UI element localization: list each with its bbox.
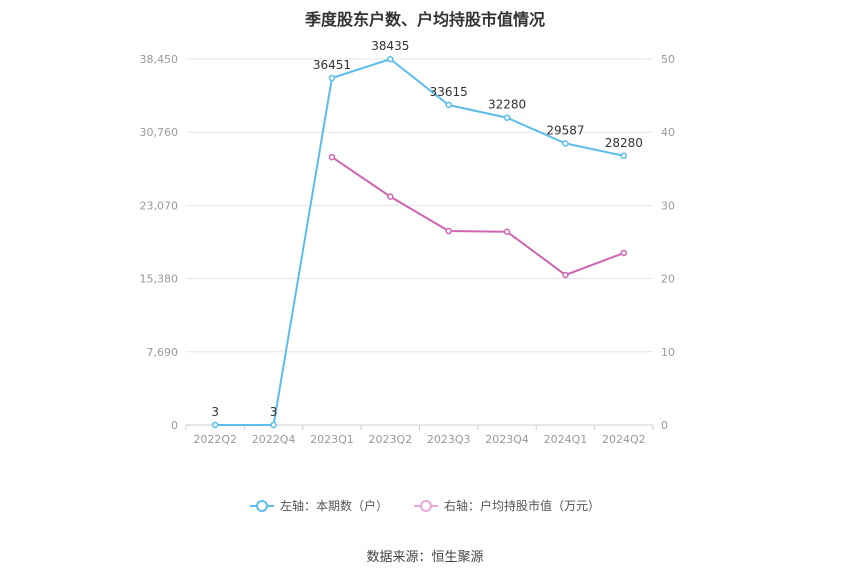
data-point-left[interactable] bbox=[445, 101, 452, 109]
data-point-left[interactable] bbox=[503, 114, 511, 121]
left-tick-label: 0 bbox=[171, 419, 178, 432]
x-tick-label: 2023Q3 bbox=[427, 433, 471, 446]
legend-label-left-series: 左轴：本期数（户） bbox=[279, 499, 388, 513]
data-point-right[interactable] bbox=[562, 271, 569, 279]
left-tick-label: 15,380 bbox=[140, 273, 179, 286]
data-label: 33615 bbox=[430, 85, 468, 99]
left-tick-label: 23,070 bbox=[140, 199, 179, 212]
x-tick-label: 2024Q2 bbox=[602, 433, 646, 446]
x-tick-label: 2023Q2 bbox=[368, 433, 412, 446]
series-line-right bbox=[331, 156, 625, 277]
data-label: 36451 bbox=[313, 58, 351, 72]
legend-swatch-right-icon bbox=[414, 499, 438, 513]
data-point-left[interactable] bbox=[387, 55, 394, 63]
left-y-axis: 0 7,690 15,380 23,070 30,760 38,450 bbox=[140, 53, 179, 432]
legend-item-right-series[interactable]: 右轴：户均持股市值（万元） bbox=[414, 497, 600, 514]
left-tick-label: 38,450 bbox=[140, 53, 179, 66]
x-tick-label: 2022Q2 bbox=[193, 433, 237, 446]
right-tick-label: 40 bbox=[661, 126, 675, 139]
data-point-left[interactable] bbox=[328, 74, 336, 82]
chart-legend: 左轴：本期数（户） 右轴：户均持股市值（万元） bbox=[0, 497, 850, 514]
data-point-right[interactable] bbox=[387, 193, 394, 200]
left-tick-label: 7,690 bbox=[147, 346, 179, 359]
legend-label-right-series: 右轴：户均持股市值（万元） bbox=[444, 499, 601, 513]
right-tick-label: 0 bbox=[661, 419, 668, 432]
series-layer: 3 3 36451 38435 33615 32280 29587 28280 bbox=[211, 39, 643, 429]
data-point-left[interactable] bbox=[270, 421, 277, 429]
chart-title: 季度股东户数、户均持股市值情况 bbox=[304, 10, 545, 29]
data-label: 38435 bbox=[371, 39, 409, 53]
right-tick-label: 10 bbox=[661, 346, 675, 359]
legend-swatch-left-icon bbox=[249, 499, 274, 513]
data-point-left[interactable] bbox=[211, 421, 219, 429]
right-tick-label: 30 bbox=[661, 199, 675, 212]
legend-item-left-series[interactable]: 左轴：本期数（户） bbox=[249, 497, 388, 514]
data-label: 28280 bbox=[605, 136, 643, 150]
data-point-left[interactable] bbox=[562, 140, 569, 147]
x-tick-label: 2023Q4 bbox=[485, 433, 529, 446]
series-line-left bbox=[215, 58, 625, 426]
data-point-left[interactable] bbox=[620, 152, 628, 160]
data-label: 29587 bbox=[546, 123, 584, 137]
x-tick-label: 2022Q4 bbox=[252, 433, 296, 446]
right-tick-label: 20 bbox=[661, 273, 675, 286]
right-tick-label: 50 bbox=[661, 53, 675, 66]
data-point-right[interactable] bbox=[503, 228, 511, 236]
data-point-right[interactable] bbox=[328, 153, 336, 161]
data-label: 32280 bbox=[488, 98, 526, 112]
data-point-right[interactable] bbox=[620, 249, 628, 257]
data-label: 3 bbox=[211, 405, 219, 419]
data-source: 数据来源：恒生聚源 bbox=[366, 550, 484, 565]
grid-lines bbox=[186, 58, 653, 353]
left-tick-label: 30,760 bbox=[140, 126, 179, 139]
right-y-axis: 0 10 20 30 40 50 bbox=[661, 53, 675, 432]
data-label: 3 bbox=[270, 405, 278, 419]
x-tick-label: 2023Q1 bbox=[310, 433, 354, 446]
x-tick-label: 2024Q1 bbox=[544, 433, 588, 446]
x-axis: 2022Q2 2022Q4 2023Q1 2023Q2 2023Q3 2023Q4 2024… bbox=[185, 424, 654, 446]
data-point-right[interactable] bbox=[445, 227, 452, 235]
